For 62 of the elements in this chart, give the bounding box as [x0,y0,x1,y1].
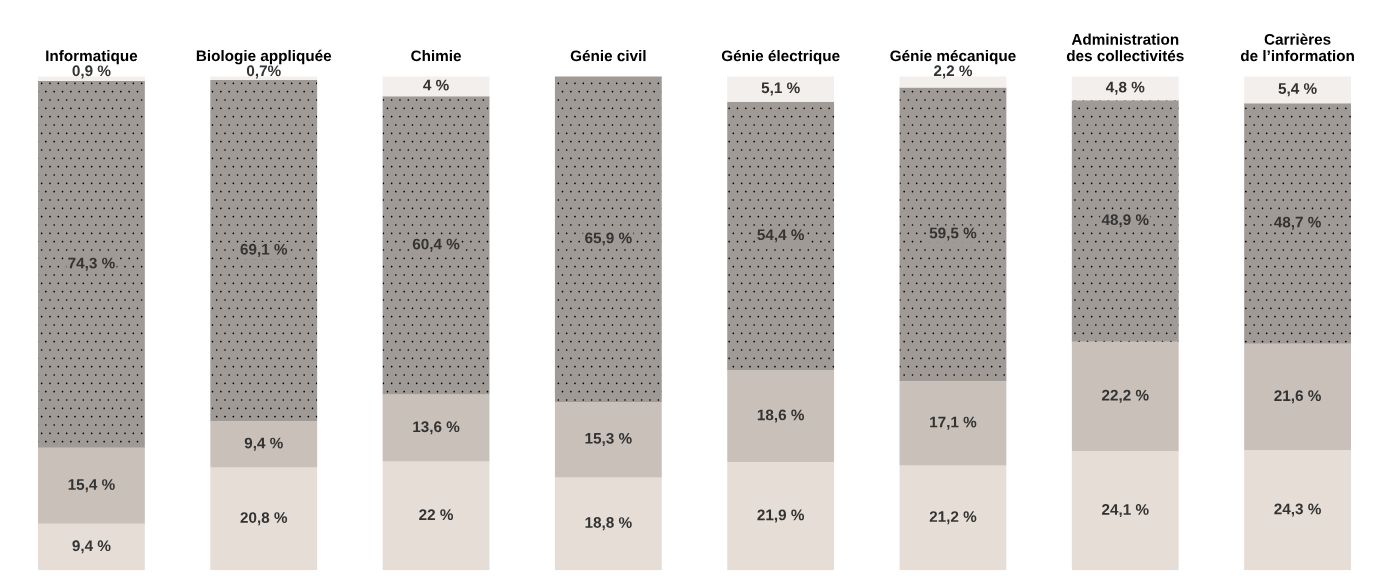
data-label: 74,3 % [68,257,115,271]
data-label: 22,2 % [1102,389,1149,403]
bar [554,76,662,402]
x-tick-label: Administration des collectivités [1066,33,1184,62]
data-label: 18,8 % [585,517,632,531]
bar [38,447,145,524]
bar [1071,341,1179,452]
data-label: 21,6 % [1274,390,1321,404]
data-label: 21,9 % [757,509,805,523]
x-tick-label: Biologie appliquée [196,49,332,65]
bar [554,401,662,478]
data-label: 48,9 % [1101,214,1149,228]
bar [727,462,835,571]
data-label: 9,4 % [72,540,111,554]
x-tick-label: Génie civil [570,49,646,62]
data-label: 60,4 % [412,238,460,252]
data-label: 2,2 % [933,65,973,79]
bar [727,370,835,463]
bar [1244,343,1351,451]
bar [1244,103,1351,344]
data-label: 15,4 % [68,479,115,493]
bar [382,461,490,571]
x-tick-label: Chimie [411,50,461,62]
data-label: 0,9 % [72,65,111,79]
data-label: 54,4 % [757,229,805,243]
data-label: 48,7 % [1274,216,1321,230]
data-label: 18,6 % [757,409,805,423]
data-label: 15,3 % [585,432,632,446]
data-label: 4,8 % [1105,81,1145,95]
bar [727,101,835,371]
x-tick-label: Carrières de l’information [1240,33,1354,62]
data-label: 69,1 % [240,243,288,257]
bar [1071,451,1179,571]
bar [1071,100,1179,342]
data-label: 24,1 % [1102,504,1149,518]
data-label: 24,3 % [1274,503,1321,517]
bar [899,465,1007,571]
data-label: 5,1 % [761,82,800,96]
data-label: 59,5 % [929,227,977,241]
data-label: 0,7% [246,65,281,79]
data-label: 20,8 % [240,512,288,526]
x-tick-label: Informatique [46,50,138,65]
data-label: 21,2 % [929,511,977,525]
bar [899,381,1007,466]
data-label: 4 % [423,79,449,91]
x-tick-label: Génie mécanique [890,49,1016,65]
bar [382,96,490,395]
data-label: 9,4 % [244,437,283,451]
bar [210,79,318,422]
bar [899,87,1007,382]
data-label: 65,9 % [585,232,632,246]
x-tick-label: Génie électrique [721,49,840,65]
data-label: 22 % [419,509,454,520]
data-label: 17,1 % [930,416,977,430]
data-label: 5,4 % [1278,83,1317,97]
bar [1244,450,1351,571]
bar [210,467,318,571]
data-label: 13,6 % [413,421,460,435]
bar [210,421,318,468]
bar [554,477,662,571]
bar [382,394,490,462]
bar [38,80,145,448]
